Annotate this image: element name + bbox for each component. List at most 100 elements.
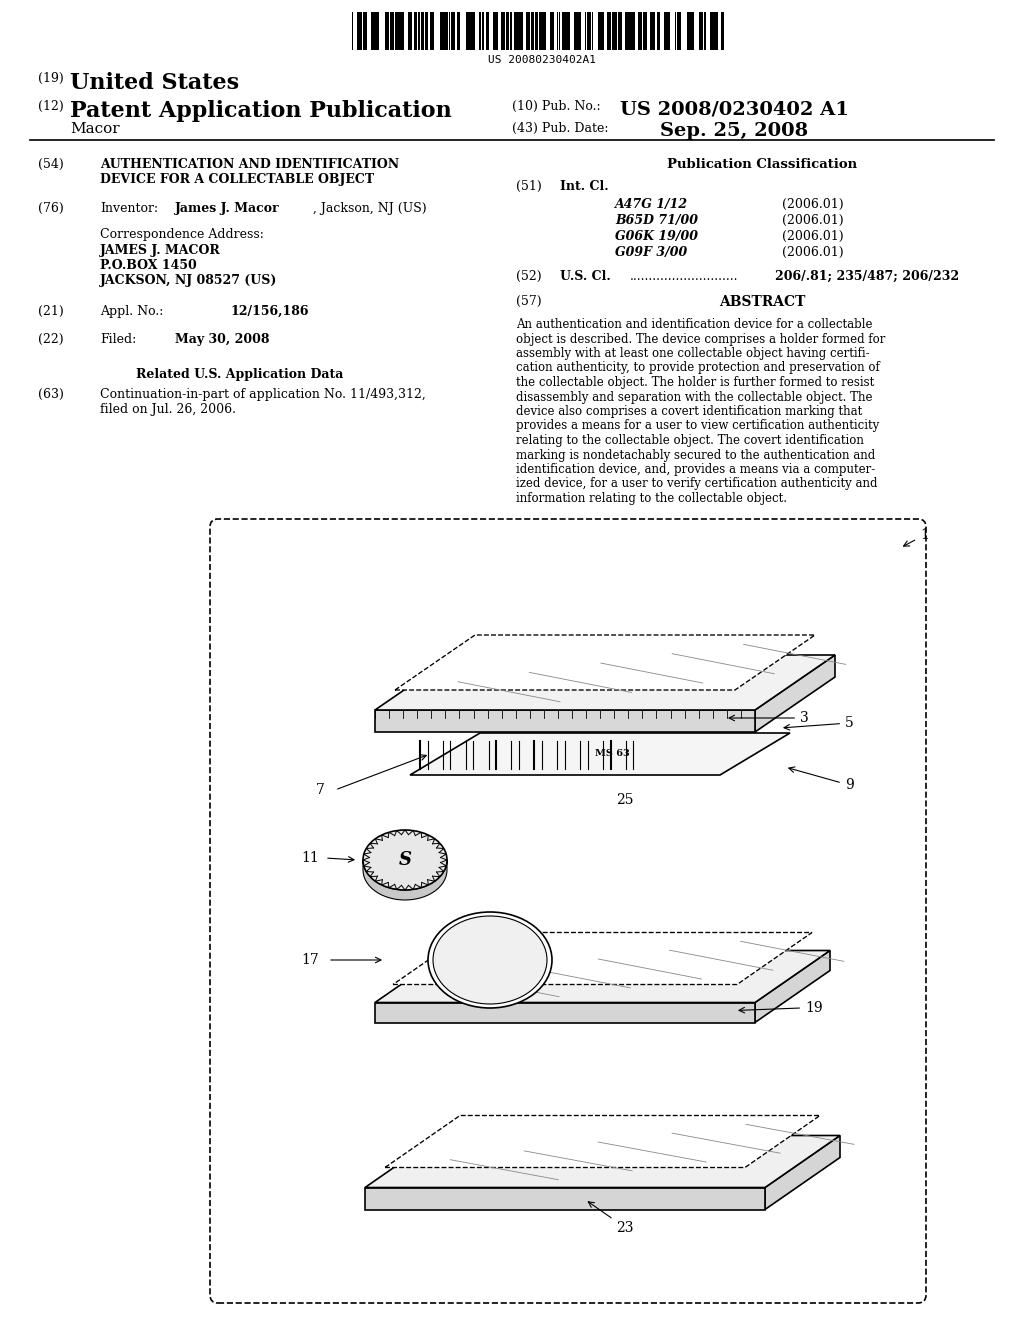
Text: 5: 5 [784, 715, 854, 730]
Bar [444, 12, 447, 50]
Bar [566, 12, 570, 50]
Ellipse shape [433, 916, 547, 1005]
Bar [506, 12, 509, 50]
Text: 17: 17 [301, 953, 318, 968]
Bar [518, 12, 523, 50]
Bar [362, 12, 367, 50]
Bar [527, 12, 529, 50]
Text: Inventor:: Inventor: [100, 202, 158, 215]
Bar [650, 12, 653, 50]
Text: , Jackson, NJ (US): , Jackson, NJ (US) [313, 202, 427, 215]
Ellipse shape [362, 830, 447, 890]
Text: disassembly and separation with the collectable object. The: disassembly and separation with the coll… [516, 391, 872, 404]
Bar [578, 12, 581, 50]
Text: (22): (22) [38, 333, 63, 346]
Text: 7: 7 [315, 783, 325, 797]
Text: United States: United States [70, 73, 240, 94]
Bar [551, 12, 554, 50]
Polygon shape [755, 950, 830, 1023]
Text: Appl. No.:: Appl. No.: [100, 305, 164, 318]
Text: AUTHENTICATION AND IDENTIFICATION: AUTHENTICATION AND IDENTIFICATION [100, 158, 399, 172]
Text: (54): (54) [38, 158, 63, 172]
Bar [481, 12, 484, 50]
Text: 1: 1 [903, 528, 929, 546]
Bar [630, 12, 635, 50]
Bar [714, 12, 718, 50]
Text: Int. Cl.: Int. Cl. [560, 180, 608, 193]
Text: (19): (19) [38, 73, 63, 84]
Text: Patent Application Publication: Patent Application Publication [70, 100, 452, 121]
Text: 12/156,186: 12/156,186 [230, 305, 308, 318]
Text: (76): (76) [38, 202, 63, 215]
Text: G06K 19/00: G06K 19/00 [615, 230, 698, 243]
Bar [439, 12, 444, 50]
Bar [514, 12, 518, 50]
Text: ............................: ............................ [630, 271, 738, 282]
Bar [609, 12, 611, 50]
Polygon shape [765, 1135, 840, 1209]
Bar [625, 12, 630, 50]
Text: 25: 25 [616, 793, 634, 807]
Polygon shape [375, 950, 830, 1002]
Bar [395, 12, 400, 50]
Bar [703, 12, 706, 50]
Text: filed on Jul. 26, 2006.: filed on Jul. 26, 2006. [100, 403, 236, 416]
Text: S: S [398, 851, 412, 869]
Bar [414, 12, 418, 50]
Bar [374, 12, 379, 50]
Text: Sep. 25, 2008: Sep. 25, 2008 [660, 121, 808, 140]
Text: 9: 9 [846, 777, 854, 792]
Polygon shape [393, 932, 812, 985]
Text: information relating to the collectable object.: information relating to the collectable … [516, 492, 787, 506]
Polygon shape [375, 655, 835, 710]
Text: (10) Pub. No.:: (10) Pub. No.: [512, 100, 601, 114]
Text: P.O.BOX 1450: P.O.BOX 1450 [100, 259, 197, 272]
Text: (2006.01): (2006.01) [782, 214, 844, 227]
Text: May 30, 2008: May 30, 2008 [175, 333, 269, 346]
Polygon shape [375, 1002, 755, 1023]
Bar [588, 12, 591, 50]
Bar [539, 12, 543, 50]
Text: (43) Pub. Date:: (43) Pub. Date: [512, 121, 608, 135]
Bar [385, 12, 389, 50]
Bar [400, 12, 404, 50]
Bar [573, 12, 578, 50]
Text: Continuation-in-part of application No. 11/493,312,: Continuation-in-part of application No. … [100, 388, 426, 401]
Text: Correspondence Address:: Correspondence Address: [100, 228, 264, 242]
Text: Macor: Macor [70, 121, 120, 136]
Bar [689, 12, 694, 50]
Text: (51): (51) [516, 180, 542, 193]
Bar [390, 12, 393, 50]
Bar [535, 12, 538, 50]
Polygon shape [395, 635, 815, 690]
Bar [459, 12, 460, 50]
Bar [602, 12, 604, 50]
Text: cation authenticity, to provide protection and preservation of: cation authenticity, to provide protecti… [516, 362, 880, 375]
Bar [653, 12, 655, 50]
Bar [698, 12, 703, 50]
Bar [421, 12, 424, 50]
Polygon shape [385, 1115, 820, 1167]
Text: A47G 1/12: A47G 1/12 [615, 198, 688, 211]
Text: provides a means for a user to view certification authenticity: provides a means for a user to view cert… [516, 420, 880, 433]
Bar [612, 12, 617, 50]
Polygon shape [410, 733, 790, 775]
Text: (57): (57) [516, 294, 542, 308]
Polygon shape [365, 1135, 840, 1188]
Text: (12): (12) [38, 100, 63, 114]
Text: JACKSON, NJ 08527 (US): JACKSON, NJ 08527 (US) [100, 275, 278, 286]
Text: device also comprises a covert identification marking that: device also comprises a covert identific… [516, 405, 862, 418]
Bar [643, 12, 647, 50]
Bar [598, 12, 602, 50]
Bar [710, 12, 713, 50]
Bar [493, 12, 496, 50]
Text: (63): (63) [38, 388, 63, 401]
Text: assembly with at least one collectable object having certifi-: assembly with at least one collectable o… [516, 347, 869, 360]
Bar [486, 12, 488, 50]
Bar [592, 12, 594, 50]
Polygon shape [362, 861, 447, 900]
Text: An authentication and identification device for a collectable: An authentication and identification dev… [516, 318, 872, 331]
Text: (2006.01): (2006.01) [782, 246, 844, 259]
Bar [466, 12, 470, 50]
Bar [657, 12, 658, 50]
